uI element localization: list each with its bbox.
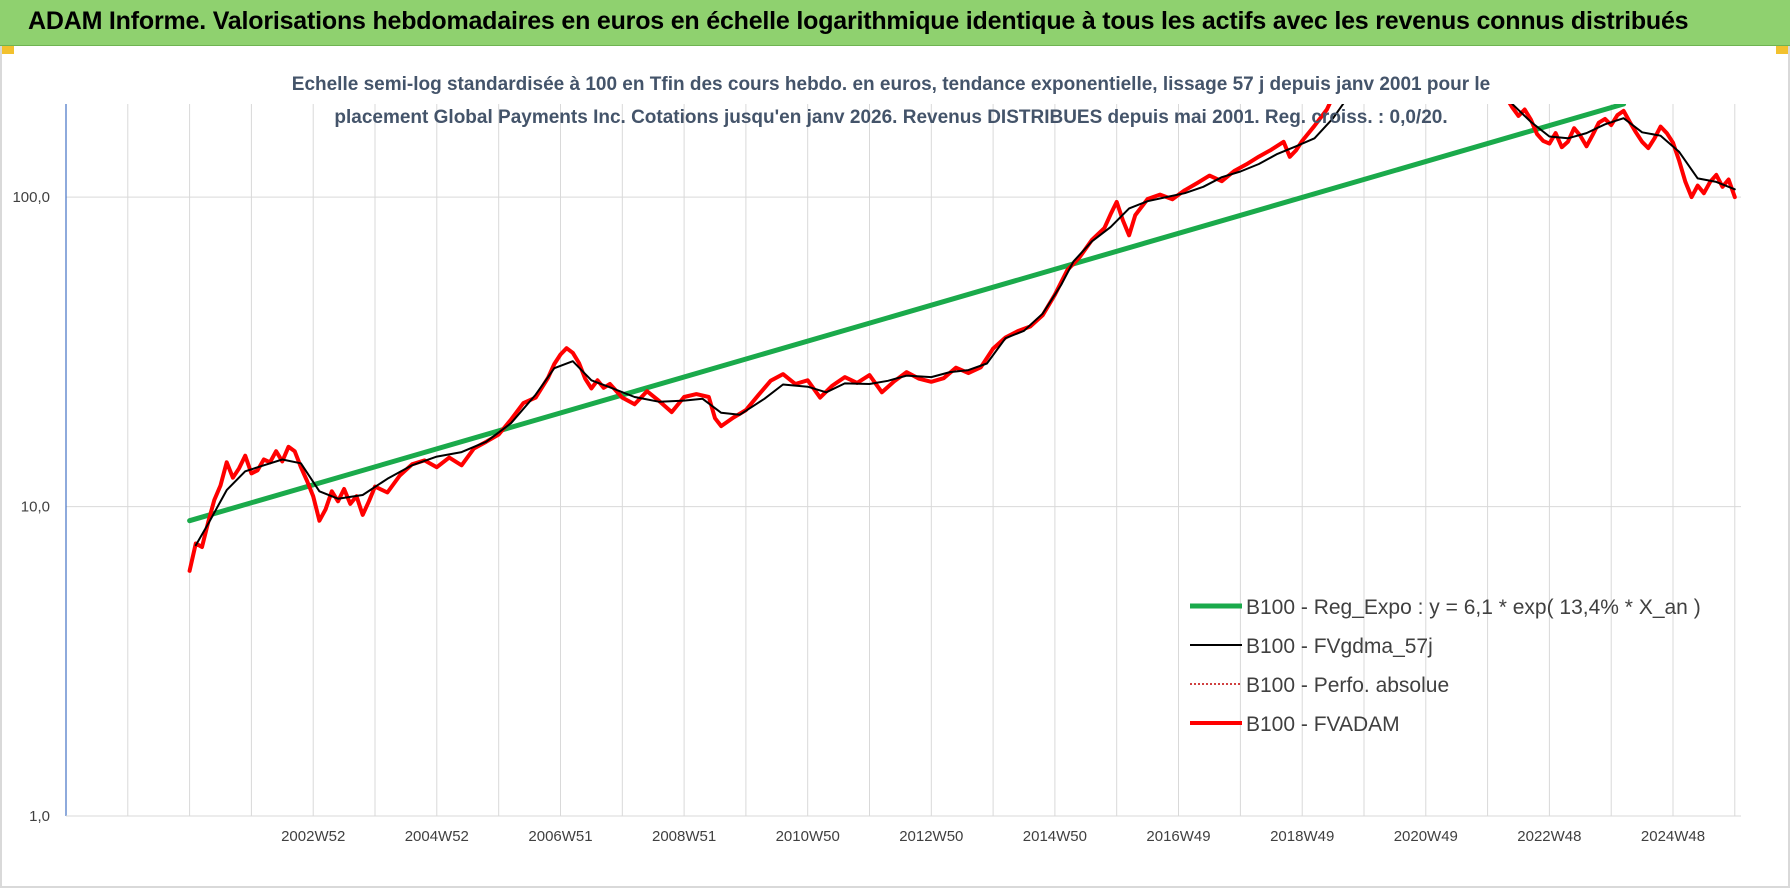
y-tick-label: 10,0: [21, 499, 50, 516]
series-line-fvadam: [187, 104, 1332, 573]
y-tick-label: 1,0: [29, 808, 50, 825]
corner-marker-right: [1776, 46, 1790, 54]
banner-title: ADAM Informe. Valorisations hebdomadaire…: [28, 7, 1689, 35]
series-line-fvgdma: [194, 104, 1345, 547]
series-layer: [187, 104, 1737, 573]
x-tick-label: 2018W49: [1270, 828, 1334, 845]
legend: B100 - Reg_Expo : y = 6,1 * exp( 13,4% *…: [1190, 596, 1701, 736]
y-axis-ticks: 1,0 10,0 100,0: [12, 189, 50, 825]
x-axis-ticks: 2002W52 2004W52 2006W51 2008W51 2010W50 2012W…: [281, 828, 1705, 845]
series-line-fvadam: [1507, 104, 1737, 200]
x-tick-label: 2002W52: [281, 828, 345, 845]
x-tick-label: 2008W51: [652, 828, 716, 845]
x-tick-label: 2014W50: [1023, 828, 1087, 845]
corner-marker-left: [0, 46, 14, 54]
legend-label-perfo: B100 - Perfo. absolue: [1246, 674, 1449, 697]
x-tick-label: 2010W50: [776, 828, 840, 845]
series-line-regression: [187, 104, 1627, 524]
chart-subtitle-line-1: Echelle semi-log standardisée à 100 en T…: [292, 74, 1490, 95]
legend-label-regression: B100 - Reg_Expo : y = 6,1 * exp( 13,4% *…: [1246, 596, 1701, 619]
chart-subtitle-line-2: placement Global Payments Inc. Cotations…: [334, 107, 1447, 128]
x-tick-label: 2024W48: [1641, 828, 1705, 845]
series-line-fvgdma: [1511, 104, 1736, 191]
chart-frame: [0, 46, 1790, 888]
y-tick-label: 100,0: [12, 189, 50, 206]
x-tick-label: 2022W48: [1517, 828, 1581, 845]
x-tick-label: 2006W51: [528, 828, 592, 845]
x-tick-label: 2016W49: [1146, 828, 1210, 845]
x-tick-label: 2020W49: [1394, 828, 1458, 845]
x-tick-label: 2004W52: [405, 828, 469, 845]
title-banner: ADAM Informe. Valorisations hebdomadaire…: [0, 0, 1790, 46]
x-tick-label: 2012W50: [899, 828, 963, 845]
grid-lines: [66, 104, 1741, 817]
axes: [65, 104, 1741, 817]
legend-label-fvadam: B100 - FVADAM: [1246, 713, 1400, 736]
legend-label-fvgdma: B100 - FVgdma_57j: [1246, 635, 1433, 658]
chart-area: 1,0 10,0 100,0 2002W52 2004W52 2006W51 2008W5…: [12, 74, 1741, 845]
